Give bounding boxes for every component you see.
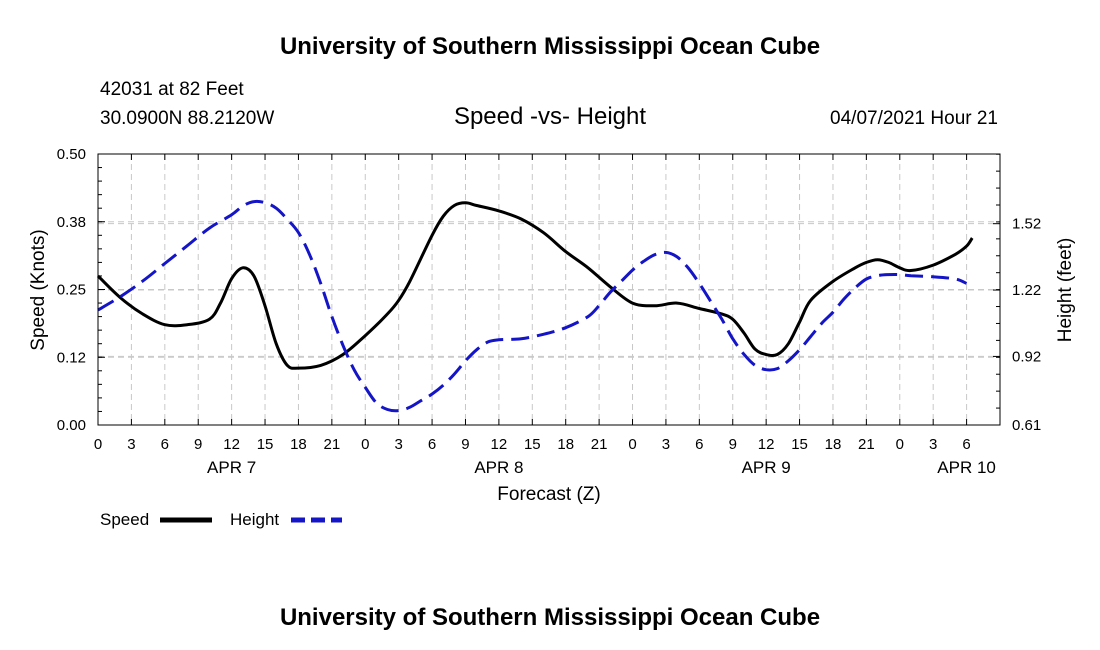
y-axis-label: Speed (Knots) (28, 229, 49, 350)
x-tick-label: 12 (758, 436, 775, 453)
series-layer (96, 199, 974, 413)
y2-tick-label: 1.22 (1012, 282, 1041, 299)
x-tick-label: 15 (524, 436, 541, 453)
x-tick-label: 0 (896, 436, 904, 453)
y-tick-label: 0.25 (57, 282, 86, 299)
station-label: 42031 at 82 Feet (100, 79, 244, 100)
x-tick-label: 0 (94, 436, 102, 453)
y2-tick-label: 1.52 (1012, 216, 1041, 233)
x-tick-label: 21 (858, 436, 875, 453)
series-speed-line (96, 201, 974, 370)
x-tick-label: 6 (161, 436, 169, 453)
x-tick-label: 21 (591, 436, 608, 453)
x-tick-label: 3 (127, 436, 135, 453)
y-tick-label: 0.50 (57, 146, 86, 163)
x-tick-label: 18 (290, 436, 307, 453)
x-tick-label: 21 (324, 436, 341, 453)
x-tick-label: 0 (628, 436, 636, 453)
y2-tick-label: 0.92 (1012, 348, 1041, 365)
x-tick-label: 18 (825, 436, 842, 453)
date-label: APR 8 (474, 458, 523, 477)
y2-axis-label: Height (feet) (1055, 238, 1076, 343)
coordinates-label: 30.0900N 88.2120W (100, 108, 274, 129)
chart-title: Speed -vs- Height (454, 103, 646, 130)
x-tick-label: 0 (361, 436, 369, 453)
x-tick-label: 18 (557, 436, 574, 453)
tick-layer: 0 3 6 9 12 15 18 21 0 3 6 9 12 15 18 21 0 3 6 9 12 15 18 21 0 3 6 A… (57, 146, 1041, 477)
x-tick-label: 6 (428, 436, 436, 453)
legend-label-height: Height (230, 510, 279, 529)
x-tick-label: 12 (223, 436, 240, 453)
y2-tick-label: 0.61 (1012, 417, 1041, 434)
date-label: APR 7 (207, 458, 256, 477)
page-title: University of Southern Mississippi Ocean… (280, 33, 820, 60)
legend: Speed Height (100, 510, 342, 529)
x-tick-label: 6 (962, 436, 970, 453)
date-label: APR 9 (742, 458, 791, 477)
legend-label-speed: Speed (100, 510, 149, 529)
datetime-label: 04/07/2021 Hour 21 (830, 108, 998, 129)
x-tick-label: 3 (394, 436, 402, 453)
x-tick-label: 15 (257, 436, 274, 453)
x-tick-label: 9 (461, 436, 469, 453)
x-axis-label: Forecast (Z) (497, 484, 600, 505)
date-label: APR 10 (937, 458, 996, 477)
y-tick-label: 0.00 (57, 417, 86, 434)
series-height-line (97, 199, 968, 413)
x-tick-label: 3 (662, 436, 670, 453)
x-tick-label: 9 (194, 436, 202, 453)
x-tick-label: 12 (491, 436, 508, 453)
x-tick-label: 15 (791, 436, 808, 453)
x-tick-label: 9 (729, 436, 737, 453)
x-tick-label: 3 (929, 436, 937, 453)
y-tick-label: 0.38 (57, 214, 86, 231)
y-tick-label: 0.12 (57, 349, 86, 366)
footer-title: University of Southern Mississippi Ocean… (280, 604, 820, 631)
grid (97, 153, 1000, 426)
x-tick-label: 6 (695, 436, 703, 453)
